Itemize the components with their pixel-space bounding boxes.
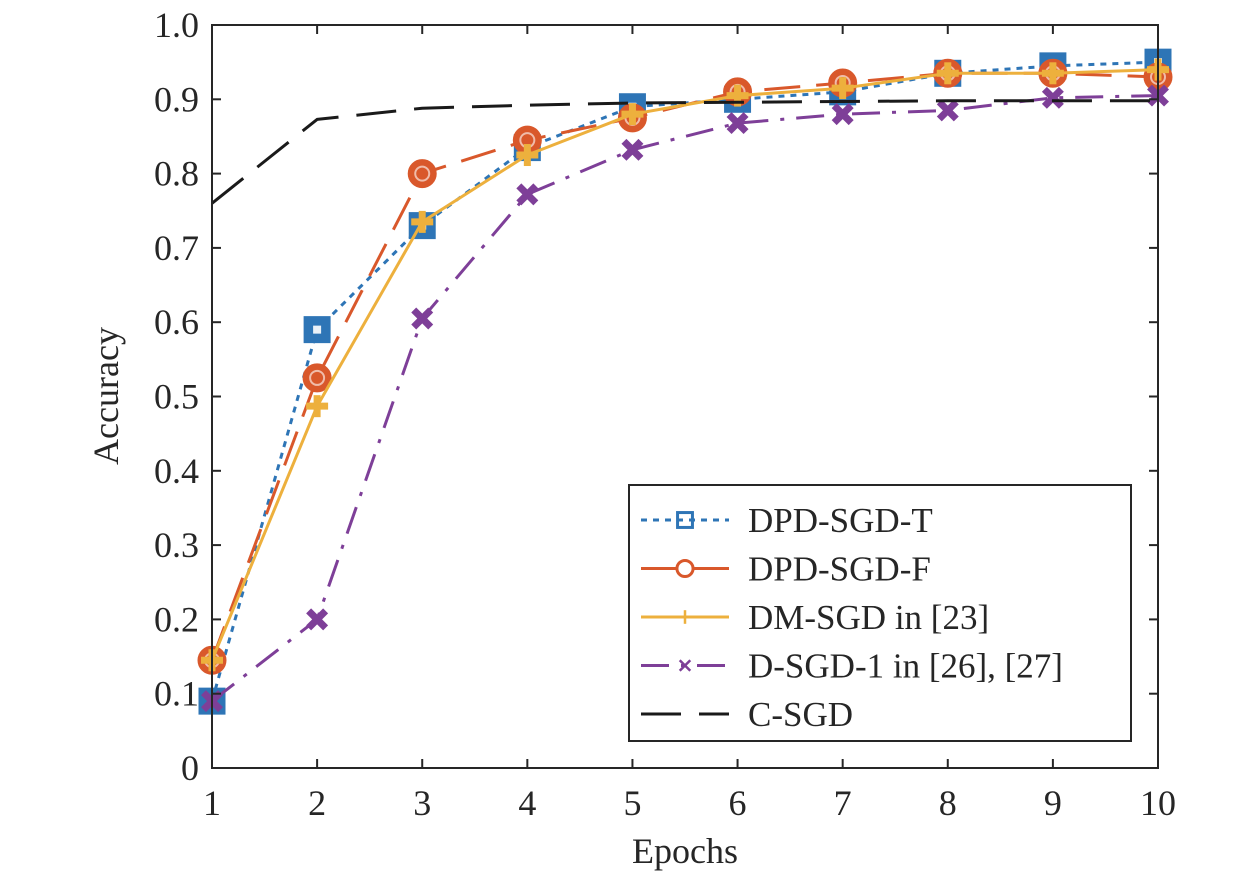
data-point-dpd-sgd-f-2-ring [309, 369, 326, 386]
series-line-d-sgd-1-in-26-27 [211, 94, 1159, 703]
y-tick-label: 0.5 [154, 377, 199, 417]
axes-layer: 1 2 3 4 5 6 7 8 9 10 0 0.1 0.2 0.3 0.4 0.5 0.6 0.7 0.8 0.9 1… [154, 5, 1176, 823]
y-tick-label: 0.4 [154, 451, 199, 491]
x-tick-label: 3 [413, 783, 431, 823]
legend-label: D-SGD-1 in [26], [27] [748, 647, 1063, 686]
series-c-sgd [211, 99, 1158, 205]
data-point-d-sgd-1-in-26-27-7-b [831, 103, 854, 126]
legend-entry-d-sgd-1-in-26-27: D-SGD-1 in [26], [27] [641, 647, 1063, 686]
x-tick-label: 9 [1044, 783, 1062, 823]
legend-marker-dpd-sgd-f [675, 558, 695, 579]
legend-marker-dpd-sgd-t [676, 511, 694, 529]
series-dm-sgd-in-23 [201, 58, 1169, 672]
legend-entry-dpd-sgd-t: DPD-SGD-T [641, 501, 933, 540]
data-point-dpd-sgd-f-2 [302, 363, 332, 393]
legend-entry-dm-sgd-in-23: DM-SGD in [23] [641, 598, 989, 637]
x-tick-label: 1 [203, 783, 221, 823]
series-line-dm-sgd-in-23 [210, 68, 1159, 661]
legend-label: DM-SGD in [23] [748, 598, 989, 637]
x-tick-label: 6 [729, 783, 747, 823]
y-tick-label: 1.0 [154, 5, 199, 45]
data-point-dpd-sgd-f-3 [407, 159, 437, 189]
y-axis-title: Accuracy [86, 327, 126, 465]
data-point-d-sgd-1-in-26-27-2-b [306, 608, 329, 631]
x-axis-title: Epochs [632, 831, 738, 871]
y-tick-label: 0.1 [154, 674, 199, 714]
y-tick-label: 0.2 [154, 599, 199, 639]
y-tick-label: 0.3 [154, 525, 199, 565]
data-point-d-sgd-1-in-26-27-9-b [1041, 86, 1064, 109]
legend-marker-d-sgd-1-in-26-27-b [678, 659, 692, 672]
x-tick-label: 2 [308, 783, 326, 823]
data-point-d-sgd-1-in-26-27-4-b [516, 183, 539, 206]
series-line-c-sgd [211, 99, 1158, 205]
y-tick-label: 0.8 [154, 154, 199, 194]
y-tick-label: 0.6 [154, 302, 199, 342]
data-point-dpd-sgd-t-2-inner [313, 325, 322, 334]
data-point-d-sgd-1-in-26-27-8-b [936, 99, 959, 122]
legend-entry-dpd-sgd-f: DPD-SGD-F [641, 550, 931, 589]
legend-label: DPD-SGD-F [748, 550, 931, 589]
x-tick-label: 4 [518, 783, 536, 823]
data-point-dpd-sgd-f-3-ring [414, 165, 431, 182]
legend-label: DPD-SGD-T [748, 501, 933, 540]
y-tick-label: 0.7 [154, 228, 199, 268]
series-d-sgd-1-in-26-27 [201, 84, 1169, 713]
legend: DPD-SGD-T DPD-SGD-F DM-SGD in [23] D-SGD-1 … [628, 484, 1132, 742]
data-point-d-sgd-1-in-26-27-5-b [621, 138, 644, 161]
data-point-d-sgd-1-in-26-27-6-b [726, 112, 749, 135]
data-point-d-sgd-1-in-26-27-3-b [411, 307, 434, 330]
legend-box [628, 484, 1132, 742]
legend-entry-c-sgd: C-SGD [641, 695, 853, 734]
y-tick-label: 0.9 [154, 79, 199, 119]
series-layer [197, 48, 1173, 715]
x-tick-label: 7 [834, 783, 852, 823]
x-tick-label: 5 [623, 783, 641, 823]
legend-label: C-SGD [748, 695, 853, 734]
y-tick-label: 0 [181, 748, 199, 788]
x-tick-label: 10 [1140, 783, 1176, 823]
x-tick-label: 8 [939, 783, 957, 823]
